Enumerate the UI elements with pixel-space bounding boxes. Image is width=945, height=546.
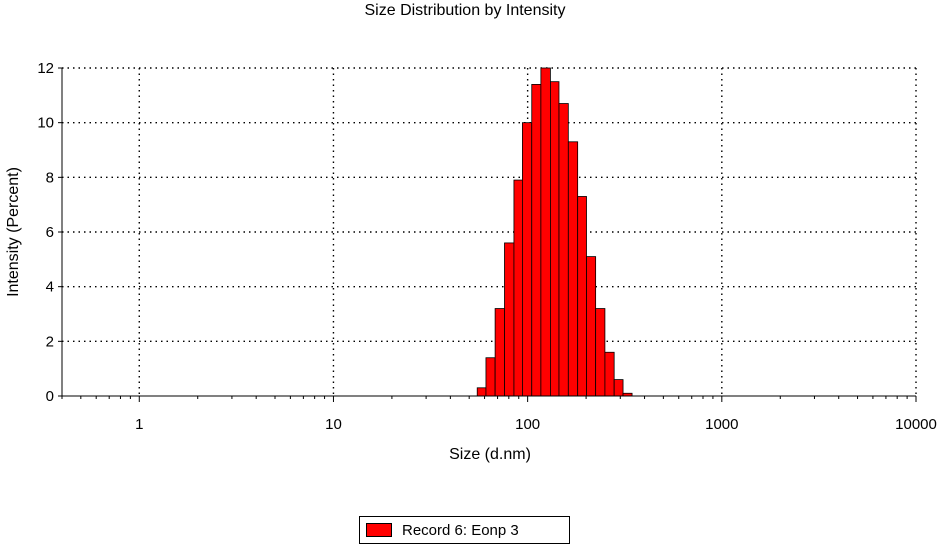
grid	[62, 67, 917, 396]
x-axis-title: Size (d.nm)	[449, 446, 531, 463]
histogram-bar	[604, 351, 615, 397]
y-tick-label: 2	[46, 333, 54, 350]
y-axis-title: Intensity (Percent)	[5, 167, 22, 297]
y-tick-label: 12	[37, 60, 54, 77]
histogram-bar	[522, 122, 533, 397]
histogram-bar	[494, 308, 505, 397]
y-tick-label: 0	[46, 388, 54, 405]
x-tick-label: 100	[515, 416, 540, 433]
histogram-bar	[485, 357, 496, 397]
histogram-bar	[595, 308, 606, 397]
histogram-bar	[531, 84, 542, 397]
histogram-bar	[586, 256, 597, 397]
histogram-bar	[558, 103, 569, 397]
x-tick-label: 1	[135, 416, 143, 433]
legend: Record 6: Eonp 3	[359, 516, 570, 544]
histogram-bar	[613, 379, 624, 397]
x-tick-label: 10	[325, 416, 342, 433]
legend-swatch	[366, 523, 392, 537]
axes	[58, 67, 917, 402]
histogram-bar	[567, 141, 579, 397]
histogram-bar	[513, 179, 523, 397]
histogram-bar	[577, 196, 587, 397]
x-tick-label: 10000	[895, 416, 937, 433]
y-tick-label: 8	[46, 169, 54, 186]
histogram-bar	[550, 81, 560, 397]
y-tick-label: 6	[46, 224, 54, 241]
x-tick-label: 1000	[705, 416, 738, 433]
histogram-bar	[540, 67, 551, 397]
bars	[476, 67, 633, 397]
y-tick-label: 4	[46, 279, 54, 296]
histogram-bar	[476, 387, 487, 397]
legend-label: Record 6: Eonp 3	[402, 521, 519, 539]
tick-labels: 0 2 4 6 8 10 12 1 10 100 1000 10000	[37, 60, 937, 433]
histogram-bar	[504, 242, 515, 397]
y-tick-label: 10	[37, 115, 54, 132]
chart-title: Size Distribution by Intensity	[364, 2, 566, 19]
